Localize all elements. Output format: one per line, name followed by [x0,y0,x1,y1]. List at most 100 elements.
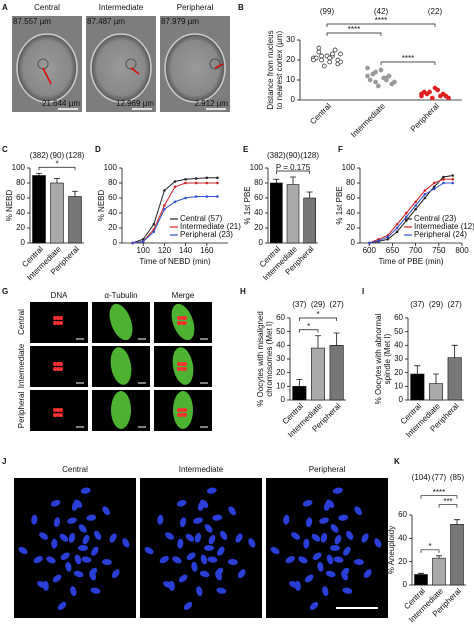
y-tick-label: 0 [281,395,286,404]
y-axis-label: % Aneuploidy [387,526,396,574]
column-label: Central [62,465,88,474]
panel-letter: A [2,3,8,12]
y-tick-label: 30 [394,354,403,363]
chromosome [53,362,57,366]
chromosome [177,321,181,325]
chromosome [177,413,181,417]
chromosome [206,487,217,494]
point [395,230,399,234]
y-tick-label: 60 [276,313,285,322]
count-label: (77) [432,473,447,482]
y-tick-label: 0 [403,580,408,589]
count-label: (382) [30,151,49,160]
chromosome [102,506,110,516]
chromosome [18,546,28,555]
chromosome [101,558,112,566]
significance-bracket [420,495,458,499]
column-label: DNA [51,291,69,300]
micrograph [30,346,88,387]
y-axis-label: to nearest cortex (µm) [275,30,284,109]
point [414,207,417,211]
point [205,195,209,198]
chromosome [172,556,182,564]
y-tick-label: 80 [16,178,25,187]
chromosome [39,532,49,540]
chromosome [74,554,82,565]
chromosome [81,556,92,563]
row-label: Central [17,309,26,335]
significance-bracket [326,23,436,27]
chromosome [228,506,236,516]
chromosome [31,514,38,525]
chromosome [320,532,328,543]
point [316,49,322,55]
chromosome [33,556,43,564]
chromosome [57,601,67,610]
point [419,93,424,99]
oocyte [16,33,78,103]
point [152,230,156,234]
chromosome [330,524,339,533]
point [421,89,427,95]
chromosome [53,316,57,320]
chromosome [215,567,224,577]
spindle [172,347,194,385]
chromosome [59,367,63,371]
chromosome [52,574,62,583]
y-tick-label: 60 [16,193,25,202]
chromosome [176,500,187,507]
bar [447,357,462,401]
point [311,57,316,63]
bar [303,197,316,244]
y-tick-label: 80 [108,178,117,187]
error-bar [54,178,60,183]
point [338,51,343,57]
count-label: (90) [50,151,65,160]
point [321,63,327,69]
chromosome [191,561,198,572]
y-tick-label: 60 [346,193,355,202]
spindle [109,303,133,341]
chromosome [59,408,63,412]
chromosome [183,362,187,366]
y-tick-label: 20 [346,223,355,232]
y-tick-label: 40 [276,340,285,349]
chromosome [177,538,184,549]
chromosome [194,532,202,543]
y-tick-label: 20 [16,223,25,232]
chromosome [361,533,369,543]
x-tick-label: 700 [409,246,423,255]
point [335,57,341,63]
point [152,222,156,226]
point [432,187,436,191]
y-tick-label: 20 [394,368,403,377]
chromosome [165,532,175,540]
chromosome [303,538,310,549]
y-axis-label: Distance from nucleus [266,30,275,109]
chromosome [204,524,213,533]
point [205,181,209,185]
point [330,51,335,57]
chromosome [168,580,175,591]
error-bar [418,572,424,575]
x-tick-label: Intermediate [349,101,387,139]
y-tick-label: 60 [398,510,407,519]
y-tick-label: 10 [394,381,403,390]
count-label: (29) [311,300,326,309]
point [414,200,417,204]
y-tick-label: 100 [250,163,264,172]
point [332,47,338,53]
point [365,65,370,71]
chromosome [291,532,301,540]
chromosome [343,546,351,556]
y-tick-label: 0 [291,95,296,104]
y-tick-label: 30 [286,35,295,44]
point [377,239,380,243]
chromosome [304,574,314,583]
error-bar [296,379,303,387]
significance-bracket [380,61,436,65]
count-label: (128) [300,151,319,160]
point [367,241,371,245]
chromosome [59,316,63,320]
count-label: (27) [330,300,345,309]
